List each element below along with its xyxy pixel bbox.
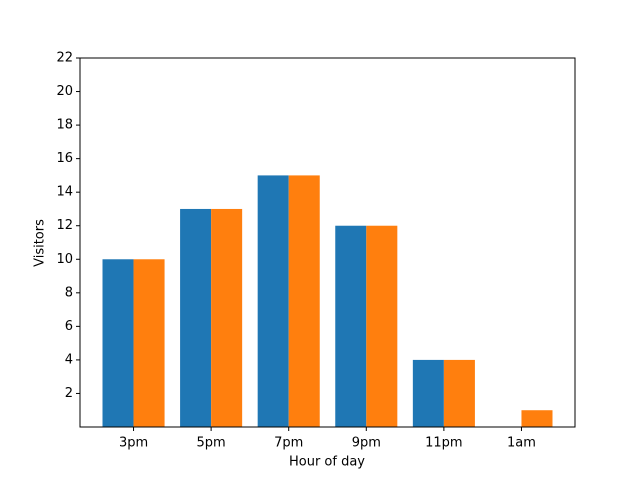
- y-tick-label: 4: [65, 352, 73, 367]
- x-tick-label: 9pm: [352, 436, 381, 451]
- bar: [180, 208, 212, 427]
- bar: [335, 225, 367, 427]
- bar: [443, 359, 475, 427]
- y-tick-label: 18: [56, 118, 73, 133]
- x-axis-label: Hour of day: [289, 455, 365, 470]
- x-tick-label: 5pm: [197, 436, 226, 451]
- y-tick-label: 16: [56, 151, 73, 166]
- x-tick-label: 1am: [507, 436, 536, 451]
- bar: [133, 259, 165, 427]
- y-tick-label: 2: [65, 386, 73, 401]
- y-tick-label: 22: [56, 51, 73, 66]
- bar: [521, 410, 553, 427]
- y-tick-label: 8: [65, 285, 73, 300]
- bar: [288, 175, 320, 427]
- y-tick-label: 12: [56, 218, 73, 233]
- y-tick-label: 20: [56, 84, 73, 99]
- y-tick-label: 10: [56, 252, 73, 267]
- bar: [257, 175, 289, 427]
- x-tick-label: 7pm: [274, 436, 303, 451]
- bar: [102, 259, 134, 427]
- y-axis-label: Visitors: [33, 219, 48, 267]
- bar: [366, 225, 398, 427]
- bar: [412, 359, 444, 427]
- x-tick-label: 11pm: [425, 436, 462, 451]
- plot-frame: [79, 57, 576, 428]
- y-tick-label: 14: [56, 185, 73, 200]
- bar: [211, 208, 243, 427]
- y-tick-label: 6: [65, 319, 73, 334]
- x-tick-label: 3pm: [119, 436, 148, 451]
